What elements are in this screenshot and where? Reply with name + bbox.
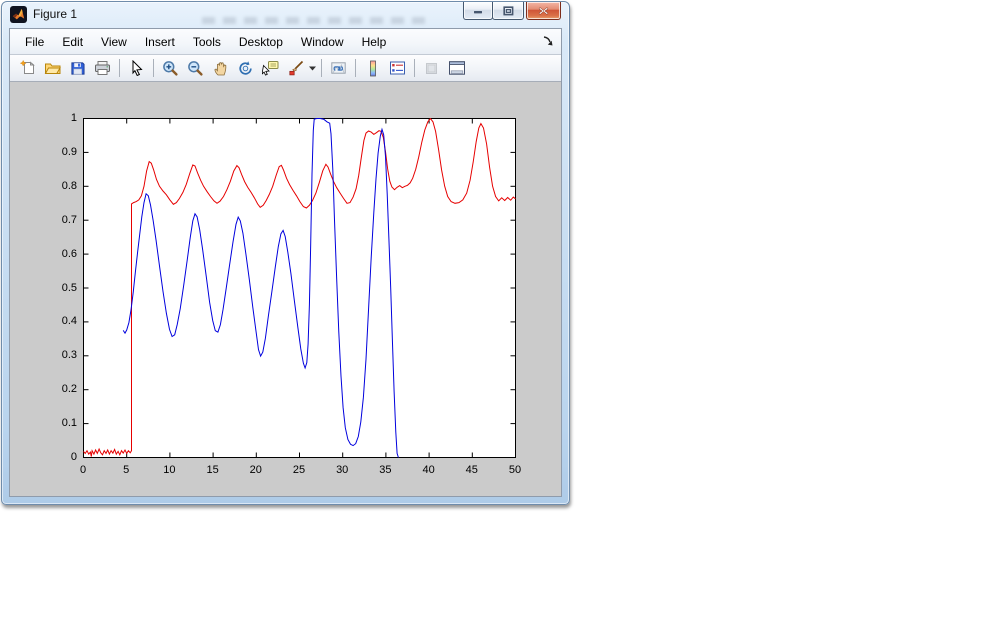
menu-tools[interactable]: Tools bbox=[192, 34, 221, 49]
x-tick-label: 5 bbox=[123, 464, 130, 476]
y-tick-label: 0 bbox=[70, 451, 77, 463]
new-figure-icon bbox=[19, 60, 36, 76]
menu-view[interactable]: View bbox=[101, 34, 127, 49]
x-tick-label: 35 bbox=[379, 464, 392, 476]
y-tick-label: 0.2 bbox=[61, 383, 77, 396]
window-title: Figure 1 bbox=[33, 7, 78, 21]
menu-window[interactable]: Window bbox=[300, 34, 344, 49]
insert-colorbar-icon bbox=[366, 60, 380, 77]
hide-plot-tools-button bbox=[420, 57, 443, 79]
toolbar-separator bbox=[119, 59, 120, 77]
zoom-in-icon bbox=[162, 60, 179, 77]
y-tick-label: 0.8 bbox=[61, 179, 77, 192]
pan-hand-button[interactable] bbox=[209, 57, 232, 79]
print-figure-button[interactable] bbox=[91, 57, 114, 79]
plot-axes-area[interactable] bbox=[83, 117, 517, 464]
y-tick-label: 1 bbox=[70, 112, 77, 124]
insert-legend-icon bbox=[389, 60, 406, 76]
x-tick-label: 10 bbox=[163, 464, 176, 476]
insert-legend-button[interactable] bbox=[386, 57, 409, 79]
x-tick-label: 25 bbox=[292, 464, 306, 476]
zoom-out-button[interactable] bbox=[184, 57, 207, 79]
x-tick-label: 0 bbox=[79, 464, 87, 476]
brush-data-dropdown-caret[interactable] bbox=[308, 57, 317, 79]
y-tick-label: 0.5 bbox=[61, 281, 77, 294]
save-figure-button[interactable] bbox=[66, 57, 89, 79]
x-tick-label: 45 bbox=[465, 464, 478, 476]
glass-reflection bbox=[202, 17, 432, 24]
menu-desktop[interactable]: Desktop bbox=[238, 34, 283, 49]
y-tick-label: 0.3 bbox=[61, 349, 77, 362]
y-tick-label: 0.1 bbox=[61, 417, 77, 430]
new-figure-button[interactable] bbox=[16, 57, 39, 79]
toolbar bbox=[10, 55, 561, 82]
open-file-icon bbox=[44, 60, 61, 76]
restore-button[interactable] bbox=[492, 2, 524, 20]
plot-svg bbox=[83, 117, 516, 458]
rotate-3d-button[interactable] bbox=[234, 57, 257, 79]
print-figure-icon bbox=[94, 60, 111, 76]
save-figure-icon bbox=[70, 61, 85, 76]
zoom-out-icon bbox=[187, 60, 204, 77]
edit-plot-pointer-icon bbox=[130, 60, 144, 76]
x-tick-label: 30 bbox=[336, 464, 349, 476]
window-body: File Edit View Insert Tools Desktop Window Help… bbox=[9, 28, 562, 497]
menu-help[interactable]: Help bbox=[361, 34, 387, 49]
menu-file[interactable]: File bbox=[25, 34, 45, 49]
hide-plot-tools-icon bbox=[424, 61, 439, 76]
edit-plot-pointer-button[interactable] bbox=[125, 57, 148, 79]
y-tick-label: 0.6 bbox=[61, 247, 77, 260]
figure-window: Figure 1 File Edit View Insert Tools Desktop W… bbox=[1, 1, 570, 505]
menu-edit[interactable]: Edit bbox=[62, 34, 84, 49]
x-tick-label: 15 bbox=[206, 464, 219, 476]
rotate-3d-icon bbox=[237, 60, 254, 77]
brush-data-button[interactable] bbox=[284, 57, 307, 79]
zoom-in-button[interactable] bbox=[159, 57, 182, 79]
show-plot-tools-dock-button[interactable] bbox=[445, 57, 468, 79]
dock-figure-arrow-icon[interactable] bbox=[541, 34, 555, 48]
toolbar-separator bbox=[153, 59, 154, 77]
y-tick-label: 0.7 bbox=[61, 213, 77, 226]
x-tick-label: 20 bbox=[249, 464, 262, 476]
menu-bar: File Edit View Insert Tools Desktop Window Help bbox=[10, 29, 561, 55]
insert-colorbar-button[interactable] bbox=[361, 57, 384, 79]
data-cursor-icon bbox=[262, 60, 279, 76]
open-file-button[interactable] bbox=[41, 57, 64, 79]
link-plot-icon bbox=[330, 60, 347, 76]
data-cursor-button[interactable] bbox=[259, 57, 282, 79]
matlab-icon bbox=[10, 6, 27, 23]
link-plot-button[interactable] bbox=[327, 57, 350, 79]
pan-hand-icon bbox=[213, 60, 228, 76]
minimize-button[interactable] bbox=[463, 2, 493, 20]
x-tick-label: 50 bbox=[508, 464, 522, 476]
x-tick-label: 40 bbox=[422, 464, 435, 476]
toolbar-separator bbox=[414, 59, 415, 77]
toolbar-separator bbox=[321, 59, 322, 77]
y-tick-label: 0.9 bbox=[61, 145, 77, 158]
close-button[interactable] bbox=[526, 2, 561, 20]
menu-insert[interactable]: Insert bbox=[144, 34, 175, 49]
title-bar[interactable]: Figure 1 bbox=[2, 2, 569, 28]
toolbar-separator bbox=[355, 59, 356, 77]
y-tick-label: 0.4 bbox=[61, 315, 77, 328]
show-plot-tools-dock-icon bbox=[448, 60, 466, 76]
figure-canvas: 0 0.1 0.2 0.3 0.4 0.5 0.6 0.7 0.8 0.9 1 0 5 10 15 20 25 3… bbox=[10, 83, 561, 496]
brush-data-icon bbox=[288, 60, 304, 76]
